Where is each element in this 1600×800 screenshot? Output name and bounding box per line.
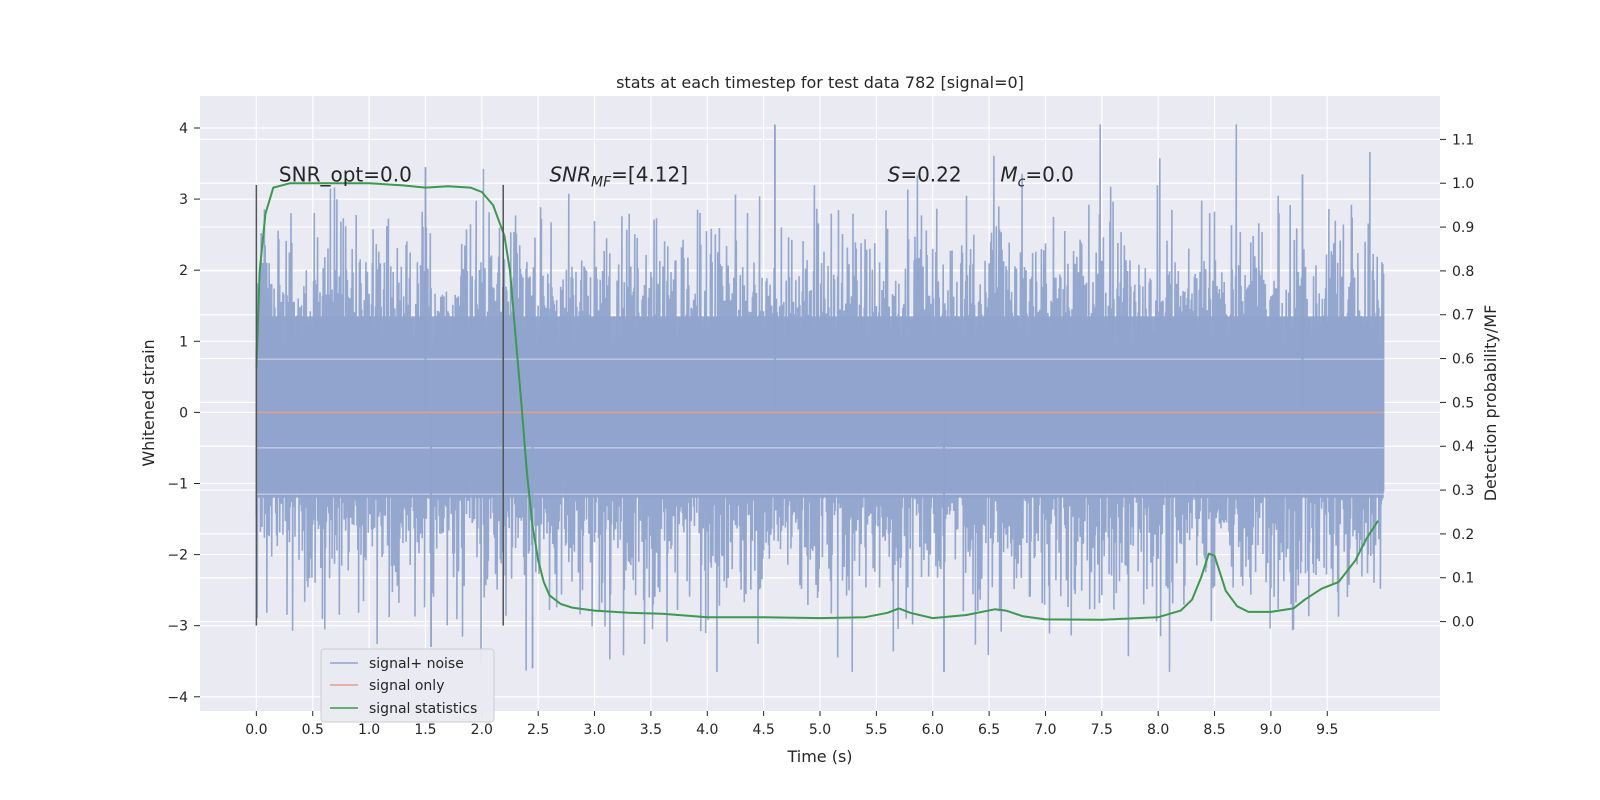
left-y-tick-label: 0 [179, 405, 188, 421]
right-y-tick-label: 1.1 [1452, 132, 1474, 148]
legend-label-signal-noise: signal+ noise [369, 656, 464, 672]
left-y-tick-label: −4 [167, 690, 188, 706]
x-tick-label: 4.5 [753, 722, 775, 738]
right-y-tick-label: 0.9 [1452, 220, 1474, 236]
x-tick-label: 6.5 [978, 722, 1000, 738]
left-y-tick-label: 3 [179, 192, 188, 208]
x-tick-label: 9.5 [1316, 722, 1338, 738]
annotation-text: S=0.22 [888, 162, 962, 186]
x-tick-label: 1.0 [358, 722, 380, 738]
x-tick-label: 3.0 [583, 722, 605, 738]
x-tick-label: 1.5 [414, 722, 436, 738]
right-y-tick-label: 1.0 [1452, 176, 1474, 192]
right-y-axis-ticks: 1.1 1.0 0.9 0.8 0.7 0.6 0.5 0.4 0.3 0.2 0.1 0.0 [1440, 132, 1474, 631]
right-y-axis-label: Detection probability/MF [1481, 305, 1500, 502]
annotations: SNR_opt=0.0 SNRMF=[4.12] S=0.22 Mc=0.0 [279, 162, 1074, 190]
x-tick-label: 9.0 [1260, 722, 1282, 738]
left-y-tick-label: 1 [179, 334, 188, 350]
right-y-tick-label: 0.4 [1452, 439, 1474, 455]
right-y-tick-label: 0.1 [1452, 571, 1474, 587]
right-y-tick-label: 0.0 [1452, 615, 1474, 631]
left-y-tick-label: 4 [179, 121, 188, 137]
right-y-tick-label: 0.6 [1452, 352, 1474, 368]
left-y-tick-label: 2 [179, 263, 188, 279]
left-y-axis-ticks: 4 3 2 1 0 −1 −2 −3 −4 [167, 121, 200, 706]
x-tick-label: 0.0 [245, 722, 267, 738]
x-tick-label: 6.0 [922, 722, 944, 738]
x-tick-label: 7.0 [1034, 722, 1056, 738]
x-tick-label: 5.5 [865, 722, 887, 738]
legend: signal+ noise signal only signal statist… [320, 648, 495, 723]
x-tick-label: 3.5 [640, 722, 662, 738]
x-tick-label: 0.5 [302, 722, 324, 738]
line-series [255, 182, 1384, 621]
chart-title: stats at each timestep for test data 782… [616, 73, 1024, 92]
x-axis-ticks: 0.0 0.5 1.0 1.5 2.0 2.5 3.0 3.5 4.0 4.5 5.0 5.5 6.0 6… [245, 711, 1338, 738]
x-tick-label: 4.0 [696, 722, 718, 738]
legend-label-signal-statistics: signal statistics [369, 701, 477, 717]
left-y-tick-label: −2 [167, 548, 188, 564]
x-tick-label: 2.0 [471, 722, 493, 738]
right-y-tick-label: 0.2 [1452, 527, 1474, 543]
x-tick-label: 8.5 [1203, 722, 1225, 738]
left-y-axis-label: Whitened strain [139, 339, 158, 466]
signal-statistics-line [255, 182, 1379, 621]
left-y-tick-label: −1 [167, 476, 188, 492]
legend-label-signal-only: signal only [369, 678, 444, 694]
right-y-tick-label: 0.5 [1452, 395, 1474, 411]
annotation-text: SNRMF=[4.12] [549, 162, 688, 190]
right-y-tick-label: 0.7 [1452, 308, 1474, 324]
annotation-text: SNR_opt=0.0 [279, 162, 412, 186]
x-tick-label: 2.5 [527, 722, 549, 738]
right-y-tick-label: 0.3 [1452, 483, 1474, 499]
annotation-text: Mc=0.0 [1000, 162, 1074, 190]
x-tick-label: 5.0 [809, 722, 831, 738]
x-tick-label: 7.5 [1091, 722, 1113, 738]
vertical-markers [255, 184, 504, 626]
legend-box [320, 648, 495, 723]
x-tick-label: 8.0 [1147, 722, 1169, 738]
left-y-tick-label: −3 [167, 619, 188, 635]
signal-noise-dense-band [256, 316, 1384, 498]
x-axis-label: Time (s) [786, 747, 852, 766]
right-y-tick-label: 0.8 [1452, 264, 1474, 280]
signal-noise-series [255, 124, 1385, 672]
